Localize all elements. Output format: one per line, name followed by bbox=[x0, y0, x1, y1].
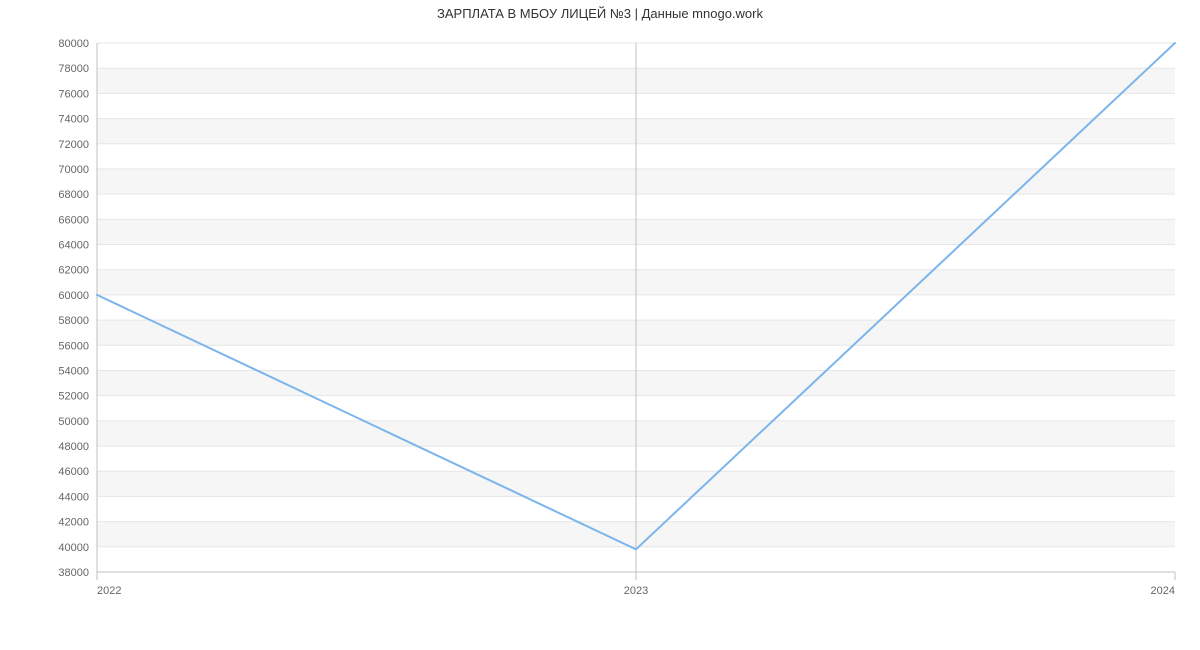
x-tick-label: 2023 bbox=[624, 585, 648, 597]
y-tick-label: 52000 bbox=[58, 391, 89, 403]
y-tick-label: 78000 bbox=[58, 63, 89, 75]
y-tick-label: 44000 bbox=[58, 491, 89, 503]
y-tick-label: 42000 bbox=[58, 517, 89, 529]
y-tick-label: 50000 bbox=[58, 416, 89, 428]
y-tick-label: 58000 bbox=[58, 315, 89, 327]
y-tick-label: 80000 bbox=[58, 38, 89, 50]
y-tick-label: 48000 bbox=[58, 441, 89, 453]
x-tick-label: 2022 bbox=[97, 585, 121, 597]
y-tick-label: 60000 bbox=[58, 290, 89, 302]
y-tick-label: 56000 bbox=[58, 340, 89, 352]
y-tick-label: 62000 bbox=[58, 265, 89, 277]
x-tick-label: 2024 bbox=[1151, 585, 1175, 597]
y-tick-label: 72000 bbox=[58, 139, 89, 151]
y-tick-label: 54000 bbox=[58, 365, 89, 377]
y-tick-label: 66000 bbox=[58, 214, 89, 226]
chart-title: ЗАРПЛАТА В МБОУ ЛИЦЕЙ №3 | Данные mnogo.… bbox=[0, 6, 1200, 21]
chart-container: ЗАРПЛАТА В МБОУ ЛИЦЕЙ №3 | Данные mnogo.… bbox=[0, 0, 1200, 650]
y-tick-label: 46000 bbox=[58, 466, 89, 478]
line-chart: 38000 40000 42000 44000 46000 48000 50000 52000… bbox=[0, 0, 1200, 650]
y-tick-label: 40000 bbox=[58, 542, 89, 554]
y-tick-label: 70000 bbox=[58, 164, 89, 176]
y-tick-label: 68000 bbox=[58, 189, 89, 201]
y-tick-label: 64000 bbox=[58, 240, 89, 252]
y-tick-label: 74000 bbox=[58, 114, 89, 126]
y-tick-label: 38000 bbox=[58, 567, 89, 579]
y-tick-label: 76000 bbox=[58, 88, 89, 100]
